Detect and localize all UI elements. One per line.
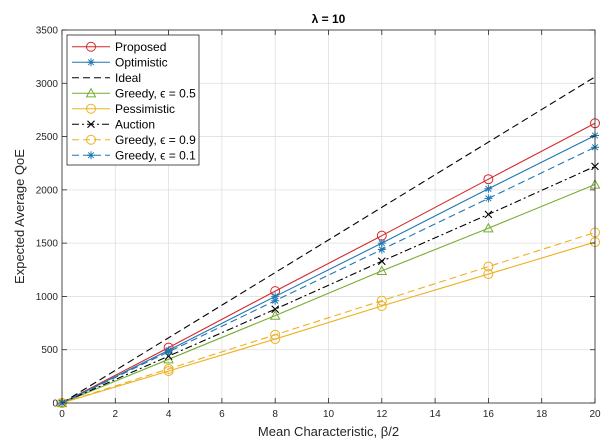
legend-label: Greedy, ϵ = 0.9 [115, 133, 196, 147]
data-point [269, 310, 281, 320]
legend-item: Auction [72, 117, 155, 131]
legend-label: Optimistic [115, 55, 168, 69]
y-tick-label: 3500 [36, 26, 59, 37]
x-tick-label: 16 [483, 409, 495, 420]
data-point [376, 301, 387, 312]
x-tick-label: 20 [589, 409, 601, 420]
series-line [61, 241, 596, 404]
x-axis-title: Mean Characteristic, β/2 [258, 424, 399, 439]
legend-item: Pessimistic [72, 102, 175, 116]
legend-item: Greedy, ϵ = 0.9 [72, 133, 196, 147]
series-line [61, 184, 596, 404]
legend-label: Auction [115, 117, 155, 131]
y-tick-label: 3000 [36, 79, 59, 90]
data-point [271, 292, 280, 301]
x-tick-label: 10 [323, 409, 335, 420]
data-point [484, 184, 493, 193]
y-tick-label: 1500 [36, 239, 59, 250]
data-point [164, 347, 173, 356]
data-point [483, 174, 494, 185]
data-point [271, 296, 280, 305]
data-point [484, 210, 493, 219]
data-point [271, 305, 280, 314]
series-line [61, 135, 596, 404]
data-point [483, 269, 494, 280]
x-tick-label: 8 [272, 409, 278, 420]
legend-marker [86, 41, 96, 52]
legend-label: Greedy, ϵ = 0.1 [115, 148, 196, 162]
legend-marker [86, 103, 96, 114]
y-tick-label: 2000 [36, 185, 59, 196]
data-point [163, 363, 174, 374]
legend-item: Greedy, ϵ = 0.1 [72, 148, 196, 162]
y-axis-title: Expected Average QoE [12, 149, 27, 284]
series-line [61, 231, 596, 404]
legend-marker [87, 58, 95, 67]
data-point [483, 261, 494, 272]
chart-title: λ = 10 [312, 12, 346, 26]
legend-label: Pessimistic [115, 102, 175, 116]
legend-item: Greedy, ϵ = 0.5 [72, 86, 196, 100]
data-point [376, 265, 388, 275]
axis-ticks: 0 2 4 6 8 10 12 14 16 18 20 0 500 1000 1500 2000 2500 300… [36, 26, 601, 421]
series-line [61, 165, 596, 404]
x-tick-label: 2 [113, 409, 119, 420]
y-tick-label: 500 [41, 345, 58, 356]
series-line [61, 122, 596, 404]
x-tick-label: 12 [376, 409, 388, 420]
data-point [484, 194, 493, 203]
y-tick-label: 0 [52, 399, 58, 410]
data-point [483, 222, 494, 233]
legend-marker [87, 151, 95, 160]
x-tick-label: 18 [536, 409, 548, 420]
x-tick-label: 4 [166, 409, 172, 420]
legend-box [66, 34, 200, 166]
data-point [377, 257, 386, 266]
data-point [270, 329, 281, 340]
legend-item: Ideal [72, 71, 141, 85]
x-tick-label: 0 [59, 409, 65, 420]
legend-label: Proposed [115, 40, 166, 54]
legend-item: Optimistic [72, 55, 168, 69]
legend-marker [86, 134, 96, 145]
x-tick-label: 6 [219, 409, 225, 420]
series-group [56, 76, 601, 408]
y-tick-label: 2500 [36, 132, 59, 143]
series-line [61, 76, 596, 404]
legend-marker [87, 120, 95, 129]
y-tick-label: 1000 [36, 292, 59, 303]
data-point [377, 239, 386, 248]
legend-item: Proposed [72, 40, 166, 54]
data-point [376, 295, 387, 306]
data-point [377, 245, 386, 254]
x-tick-label: 14 [430, 409, 442, 420]
series-2 [61, 76, 596, 404]
legend-label: Ideal [115, 71, 141, 85]
legend-label: Greedy, ϵ = 0.5 [115, 86, 196, 100]
legend-marker [85, 87, 97, 98]
